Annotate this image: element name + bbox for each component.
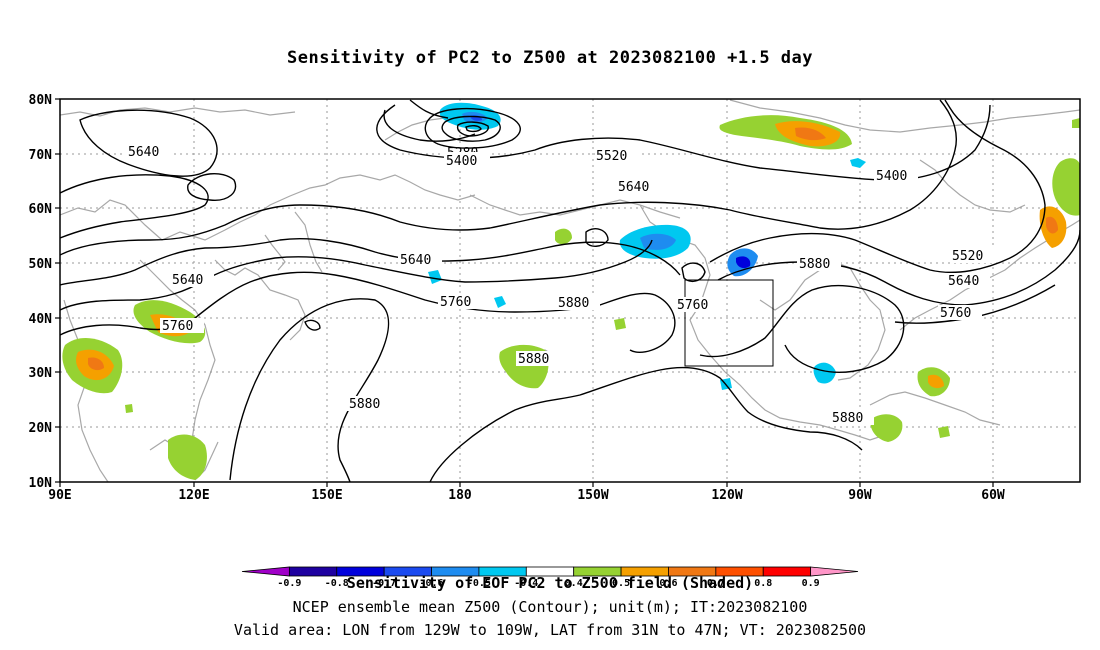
lon-label: 180 [448, 488, 472, 503]
lat-label: 80N [29, 93, 53, 108]
contour-labels: 5640 5280 5400 5520 5640 5400 5640 5640 … [126, 144, 994, 426]
plot-frame [59, 98, 1081, 483]
shade-patch [795, 127, 826, 141]
colorbar-swatch [810, 566, 859, 577]
contour-label: 5760 [677, 298, 708, 313]
chart-title: Sensitivity of PC2 to Z500 at 2023082100… [286, 48, 813, 68]
lat-label: 40N [29, 312, 53, 327]
lon-label: 120E [178, 488, 209, 503]
grid-lines [60, 99, 1080, 482]
colorbar-tick-label: -0.8 [325, 578, 349, 589]
z500-contours [60, 99, 1080, 482]
contour-label: 5880 [832, 411, 863, 426]
shade-patch [1072, 118, 1080, 128]
contour-label: 5880 [799, 257, 830, 272]
footer-shading-caption: Sensitivity of EOF PC2 to Z500 field (Sh… [346, 574, 754, 592]
colorbar-tick-label: -0.5 [467, 578, 491, 589]
lat-label: 30N [29, 366, 53, 381]
longitude-labels: 90E 120E 150E 180 150W 120W 90W 60W [48, 488, 1005, 503]
colorbar-tick-label: -0.4 [514, 578, 538, 589]
shade-patch [850, 158, 866, 168]
lon-label: 120W [711, 488, 742, 503]
lat-label: 20N [29, 421, 53, 436]
contour-label: 5760 [440, 295, 471, 310]
contour-label: 5880 [349, 397, 380, 412]
colorbar-tick-label: 0.8 [754, 578, 772, 589]
shade-patch [88, 357, 104, 371]
contour-label: 5760 [162, 319, 193, 334]
latitude-labels: 80N 70N 60N 50N 40N 30N 20N 10N [29, 93, 53, 491]
footer-valid-area-caption: Valid area: LON from 129W to 109W, LAT f… [233, 621, 867, 639]
shade-patch [736, 256, 751, 269]
colorbar-tick-label: -0.7 [372, 578, 396, 589]
shade-patch [168, 434, 207, 480]
lon-label: 90W [848, 488, 872, 503]
lon-label: 60W [981, 488, 1005, 503]
valid-area-box [684, 279, 774, 367]
contour-label: 5640 [128, 145, 159, 160]
shade-patch [494, 296, 506, 308]
contour-label: 5640 [172, 273, 203, 288]
contour-label: 5640 [948, 274, 979, 289]
contour-label: 5400 [876, 169, 907, 184]
colorbar: -0.9 -0.8 -0.7 -0.6 -0.5 -0.4 0.4 0.5 0.6 0.7 0.8 0… [241, 566, 859, 589]
shade-patch [1052, 158, 1080, 216]
colorbar-tick-label: 0.5 [612, 578, 630, 589]
shade-patch [870, 414, 903, 442]
shade-patch [428, 270, 442, 284]
shade-patch [614, 318, 626, 330]
colorbar-tick-label: 0.6 [659, 578, 677, 589]
colorbar-swatches [241, 566, 859, 577]
shade-patch [928, 374, 944, 389]
contour-label: 5520 [952, 249, 983, 264]
contour-label: 5640 [400, 253, 431, 268]
shade-patch [1046, 216, 1058, 234]
lon-label: 150W [577, 488, 608, 503]
shade-patch [555, 228, 572, 245]
z500-sensitivity-map: 5640 5280 5400 5520 5640 5400 5640 5640 … [29, 93, 1081, 503]
lat-label: 10N [29, 476, 53, 491]
contour-label: 5520 [596, 149, 627, 164]
lon-label: 90E [48, 488, 71, 503]
colorbar-tick-label: 0.9 [802, 578, 820, 589]
lat-label: 60N [29, 202, 53, 217]
lat-label: 70N [29, 148, 53, 163]
contour-label: 5880 [558, 296, 589, 311]
contour-label: 5400 [446, 154, 477, 169]
shade-patch [813, 362, 836, 384]
contour-label: 5880 [518, 352, 549, 367]
shade-patch [125, 404, 133, 413]
tick-marks [55, 98, 994, 487]
contour-label: 5760 [940, 306, 971, 321]
colorbar-tick-label: -0.9 [277, 578, 301, 589]
colorbar-tick-label: -0.6 [419, 578, 443, 589]
coastlines [60, 99, 1080, 482]
shade-patch [938, 426, 950, 438]
lat-label: 50N [29, 257, 53, 272]
colorbar-tick-label: 0.4 [565, 578, 583, 589]
lon-label: 150E [311, 488, 342, 503]
colorbar-labels: -0.9 -0.8 -0.7 -0.6 -0.5 -0.4 0.4 0.5 0.6 0.7 0.8 0… [277, 578, 819, 589]
contour-label: 5640 [618, 180, 649, 195]
colorbar-tick-label: 0.7 [707, 578, 725, 589]
map-plot-area: 5640 5280 5400 5520 5640 5400 5640 5640 … [60, 99, 1080, 482]
footer-contour-caption: NCEP ensemble mean Z500 (Contour); unit(… [292, 598, 808, 616]
